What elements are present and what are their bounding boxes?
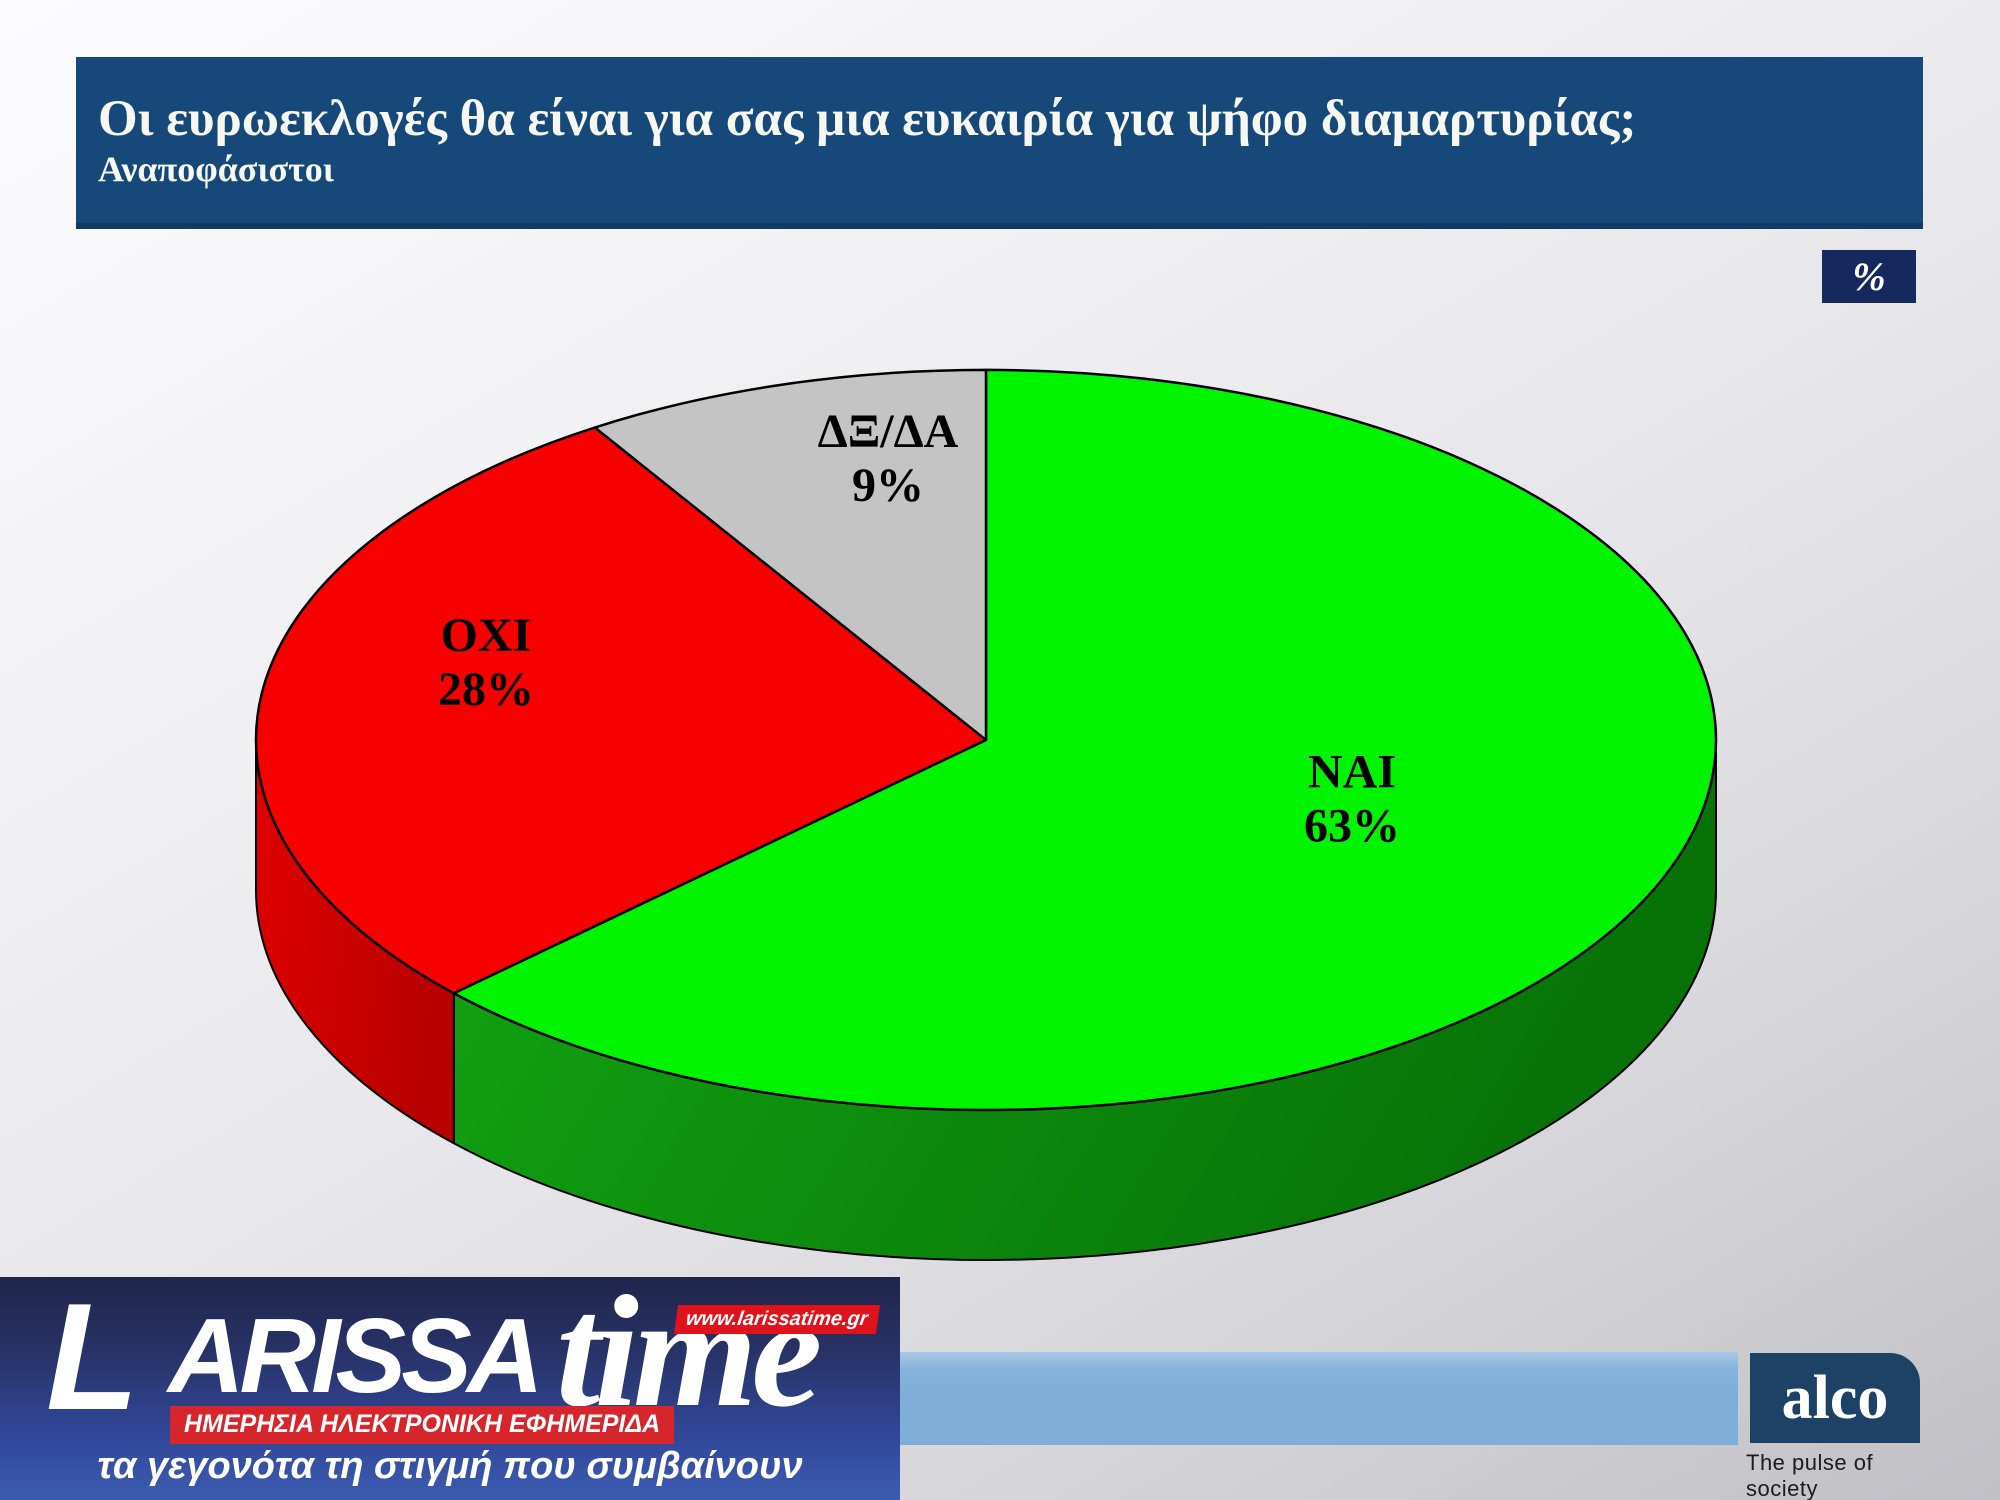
alco-logo: alco [1750, 1353, 1920, 1443]
question-header: Οι ευρωεκλογές θα είναι για σας μια ευκα… [76, 57, 1923, 229]
pie-slice-oxi [254, 426, 988, 995]
percent-unit-badge: % [1822, 250, 1916, 303]
pie-slice-label-dxda: ΔΞ/ΔΑ 9% [818, 405, 959, 512]
larissatime-logo-wordmark: ARISSA [168, 1297, 544, 1415]
larissatime-red-band: ΗΜΕΡΗΣΙΑ ΗΛΕΚΤΡΟΝΙΚΗ ΕΦΗΜΕΡΙΔΑ [170, 1406, 675, 1444]
larissatime-tagline: τα γεγονότα τη στιγμή που συμβαίνουν [97, 1445, 803, 1487]
larissatime-logo: L ARISSA time www.larissatime.gr ΗΜΕΡΗΣΙ… [0, 1277, 900, 1500]
pie-slice-dxda [593, 368, 988, 742]
alco-logo-text: alco [1781, 1364, 1889, 1432]
larissatime-logo-initial: L [46, 1277, 139, 1442]
pie-slice-nai [452, 368, 1718, 1112]
pie-slice-label-oxi: ΟΧΙ 28% [438, 609, 534, 716]
footer-bar [870, 1352, 1738, 1445]
alco-tagline: The pulse of society [1746, 1450, 1874, 1500]
percent-unit-label: % [1852, 254, 1886, 299]
larissatime-url-badge: www.larissatime.gr [673, 1305, 880, 1334]
pie-slice-label-nai: ΝΑΙ 63% [1304, 746, 1400, 853]
question-subtitle: Αναποφάσιστοι [98, 149, 334, 190]
question-title: Οι ευρωεκλογές θα είναι για σας μια ευκα… [98, 91, 1637, 147]
